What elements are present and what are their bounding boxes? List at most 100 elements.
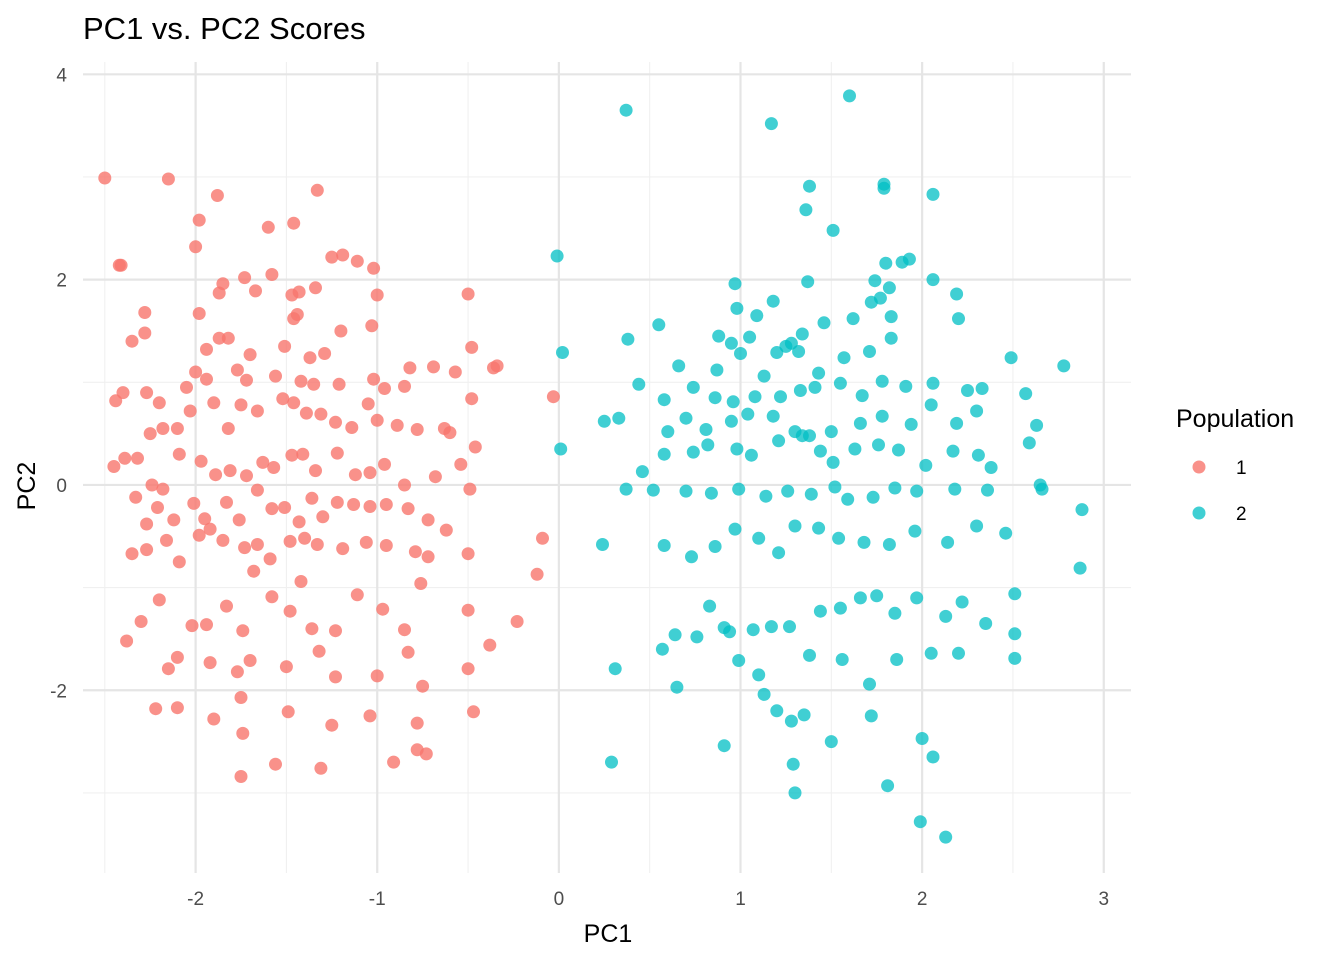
data-point-population-2 [701,438,715,452]
y-tick-label: 2 [56,271,67,292]
data-point-population-2 [837,351,851,365]
data-point-population-1 [172,447,186,461]
data-point-population-1 [185,619,199,633]
data-point-population-1 [269,757,282,771]
data-point-population-1 [350,254,364,268]
data-point-population-2 [797,708,811,722]
data-point-population-2 [999,526,1013,540]
data-point-population-2 [946,444,960,458]
data-point-population-2 [846,312,860,326]
data-point-population-2 [770,346,784,359]
data-point-population-2 [728,277,742,291]
legend: Population 1 2 [1176,405,1294,525]
data-point-population-2 [801,275,815,289]
data-point-population-1 [336,248,350,262]
data-point-population-1 [330,495,344,509]
legend-title: Population [1176,405,1294,433]
data-point-population-1 [183,404,197,418]
data-point-population-2 [795,429,809,443]
data-point-population-1 [265,590,279,604]
data-point-population-1 [140,386,154,400]
data-point-population-1 [180,380,193,394]
data-point-population-1 [243,654,257,667]
data-point-population-2 [870,589,884,603]
data-point-population-2 [952,312,965,326]
data-point-population-2 [971,448,985,462]
data-point-population-1 [408,545,422,559]
data-point-population-1 [461,287,475,301]
data-point-population-2 [979,617,993,630]
data-point-population-1 [427,360,440,374]
data-point-population-2 [799,203,813,217]
data-point-population-1 [299,406,313,420]
data-point-population-1 [463,482,477,496]
data-point-population-2 [704,486,718,500]
data-point-population-2 [1030,418,1044,432]
data-point-population-2 [795,327,809,341]
data-point-population-1 [367,261,381,275]
data-point-population-1 [398,478,411,492]
data-point-population-2 [939,830,953,844]
data-point-population-1 [170,422,184,435]
data-point-population-2 [748,390,762,404]
data-point-population-1 [439,523,453,537]
data-point-population-1 [329,670,342,684]
data-point-population-1 [189,240,203,254]
minor-gridlines [83,62,1131,873]
data-point-population-2 [655,642,669,656]
data-point-population-2 [746,623,760,637]
data-point-population-2 [652,318,666,332]
data-point-population-2 [888,606,902,620]
data-point-population-1 [238,541,252,555]
data-point-population-1 [200,372,213,386]
data-point-population-2 [774,390,787,404]
data-point-population-2 [868,274,882,288]
data-point-population-2 [632,377,646,391]
data-point-population-1 [170,701,184,715]
data-point-population-1 [307,377,321,391]
data-point-population-2 [950,287,964,301]
data-point-population-1 [334,324,348,338]
data-point-population-1 [220,599,233,613]
data-point-population-2 [556,346,569,359]
data-point-population-2 [764,117,778,131]
data-point-population-2 [970,404,984,418]
data-point-population-2 [712,329,726,343]
data-point-population-1 [265,502,279,516]
data-point-population-1 [312,644,326,658]
data-point-population-1 [149,702,163,716]
data-point-population-2 [882,281,896,295]
data-point-population-1 [483,638,497,652]
data-point-population-1 [416,679,430,693]
data-point-population-1 [172,555,186,569]
data-point-population-2 [926,376,940,390]
data-point-population-1 [363,500,377,513]
data-point-population-2 [744,448,758,462]
data-point-population-1 [120,634,134,648]
data-point-population-1 [329,415,342,429]
data-point-population-2 [605,755,618,769]
data-point-population-2 [888,481,902,495]
data-point-population-2 [550,249,564,263]
data-point-population-1 [243,348,257,362]
data-point-population-1 [221,422,235,435]
data-point-population-2 [734,347,747,360]
data-point-population-1 [189,365,203,379]
data-point-population-2 [726,395,740,409]
data-point-population-1 [292,515,306,529]
data-point-population-1 [265,268,279,281]
data-point-population-1 [145,478,159,492]
data-point-population-2 [766,294,780,308]
data-point-population-1 [361,397,375,411]
data-point-population-1 [234,691,248,704]
data-point-population-1 [461,547,475,561]
data-point-population-2 [1035,482,1049,496]
data-point-population-1 [200,618,213,632]
legend-label-2: 2 [1236,504,1247,525]
data-point-population-1 [192,528,206,542]
data-point-population-2 [724,414,738,428]
data-point-population-2 [877,181,891,195]
data-point-population-1 [209,468,223,482]
data-point-population-1 [330,446,344,460]
data-point-population-1 [161,662,175,676]
